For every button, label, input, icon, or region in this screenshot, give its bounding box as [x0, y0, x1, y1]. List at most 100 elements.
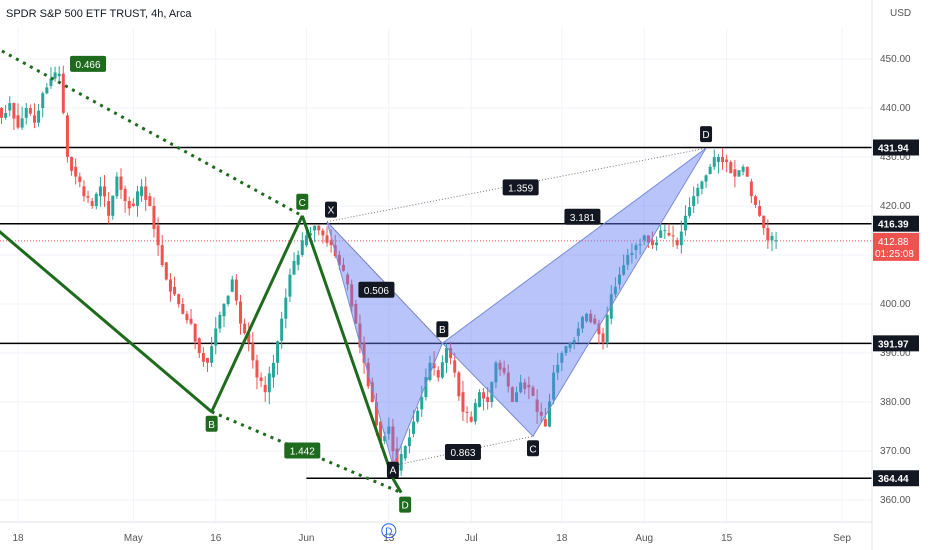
candle-body: [407, 437, 411, 447]
candle-body: [412, 421, 416, 434]
candle-body: [708, 166, 712, 175]
x-tick-label: 16: [210, 533, 222, 544]
x-tick-label: 18: [556, 533, 568, 544]
candle-body: [613, 286, 617, 295]
ratio-label-bg: [564, 208, 601, 225]
candle-body: [152, 206, 156, 229]
candle-body: [424, 377, 428, 398]
candle-body: [123, 188, 127, 202]
currency-label: USD: [890, 8, 911, 19]
candle-body: [712, 157, 716, 167]
candle-body: [218, 314, 222, 329]
candle-body: [288, 274, 292, 297]
candle-body: [115, 176, 119, 197]
candle-body: [370, 382, 374, 402]
candle-body: [189, 318, 193, 324]
label-d-bg: [700, 126, 713, 143]
bat-wing-bcd: [441, 147, 707, 438]
candle-body: [741, 166, 745, 172]
x-tick-label: Jul: [465, 533, 478, 544]
candle-body: [469, 416, 473, 422]
candle-body: [57, 73, 61, 77]
candle-body: [449, 348, 453, 358]
last-price-tag-bg: [873, 232, 919, 261]
candle-body: [457, 372, 461, 397]
y-tick-label: 360.00: [880, 495, 911, 506]
y-tick-label: 450.00: [880, 54, 911, 65]
candle-body: [185, 313, 189, 321]
candle-body: [234, 279, 238, 301]
candle-body: [494, 362, 498, 383]
price-level-tag: 391.97: [878, 339, 909, 350]
ratio-label: 0.506: [364, 286, 389, 297]
candle-body: [510, 387, 514, 402]
y-tick-label: 430.00: [880, 152, 911, 163]
candle-body: [416, 410, 420, 422]
ratio-label-bg: [444, 443, 481, 460]
candle-body: [156, 225, 160, 246]
candle-body: [251, 343, 255, 361]
candle-body: [490, 382, 494, 402]
ratio-label-bg: [502, 179, 539, 196]
label-b: B: [439, 325, 446, 336]
price-level-tag: 416.39: [878, 220, 909, 231]
candle-body: [721, 157, 725, 162]
candle-body: [753, 196, 757, 205]
pattern-dotted-upper: [0, 48, 304, 218]
candle-body: [473, 403, 477, 422]
candle-body: [201, 353, 205, 362]
ratio-label: 3.181: [570, 213, 595, 224]
candle-body: [49, 78, 53, 86]
label-c-green: C: [299, 198, 306, 209]
candle-body: [655, 242, 659, 246]
candle-body: [618, 274, 622, 285]
candle-body: [461, 392, 465, 412]
grid: [0, 28, 872, 522]
candle-body: [20, 118, 24, 128]
pattern-leg: [300, 215, 395, 479]
candle-body: [379, 421, 383, 442]
x-tick-label: 18: [12, 533, 24, 544]
label-a: A: [390, 466, 397, 477]
candle-body: [263, 384, 267, 393]
candle-body: [247, 333, 251, 344]
candle-body: [523, 382, 527, 389]
candle-body: [300, 240, 304, 255]
candle-body: [173, 286, 177, 295]
candle-body: [140, 186, 144, 197]
label-a-bg: [386, 461, 399, 478]
candle-body: [543, 419, 547, 427]
candle-body: [766, 228, 770, 241]
candle-body: [428, 362, 432, 380]
candle-body: [758, 206, 762, 216]
candle-body: [160, 245, 164, 265]
ratio-label-bg: [70, 55, 107, 72]
candle-body: [383, 436, 387, 442]
candle-body: [193, 323, 197, 342]
candle-body: [313, 225, 317, 231]
candle-body: [197, 338, 201, 353]
candle-body: [729, 161, 733, 174]
y-tick-label: 370.00: [880, 446, 911, 457]
candle-body: [585, 313, 589, 322]
candle-body: [296, 255, 300, 265]
price-level-tag: 364.44: [878, 474, 909, 485]
candle-body: [486, 397, 490, 402]
candle-body: [135, 191, 139, 206]
label-d-green: D: [402, 501, 409, 512]
candle-body: [346, 274, 350, 285]
candle-body: [341, 264, 345, 271]
candle-body: [547, 401, 551, 427]
candle-body: [144, 186, 148, 200]
chart-title: SPDR S&P 500 ETF TRUST, 4h, Arca: [6, 8, 192, 20]
price-level-tag-bg: [873, 215, 919, 232]
candle-body: [399, 453, 403, 471]
ratio-label: 1.359: [508, 183, 533, 194]
candle-body: [362, 343, 366, 363]
x-tick-label: 15: [721, 533, 733, 544]
candle-body: [325, 235, 329, 243]
candle-body: [465, 411, 469, 413]
candle-body: [716, 157, 720, 162]
candle-body: [576, 328, 580, 336]
